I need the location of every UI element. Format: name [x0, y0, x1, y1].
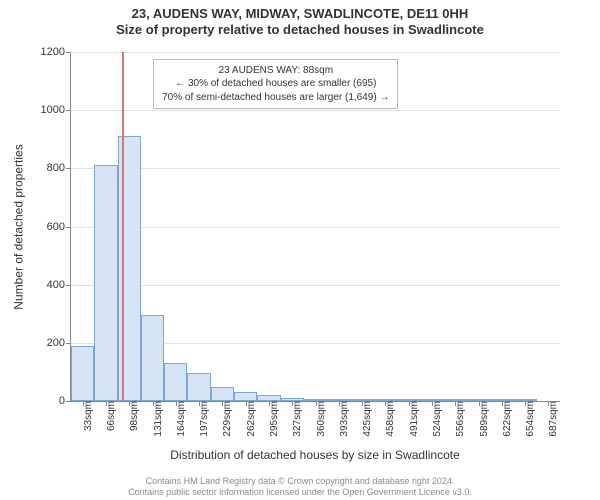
x-tick-label: 66sqm: [104, 401, 117, 431]
x-tick-label: 98sqm: [127, 401, 140, 431]
x-tick-label: 327sqm: [290, 401, 303, 437]
x-tick-label: 164sqm: [174, 401, 187, 437]
footer-line-2: Contains public sector information licen…: [0, 487, 600, 498]
histogram-bar: [350, 399, 373, 401]
x-tick-label: 360sqm: [314, 401, 327, 437]
gridline: [71, 110, 560, 111]
y-tick-label: 0: [59, 395, 71, 407]
y-tick-label: 600: [47, 221, 71, 233]
histogram-bar: [234, 392, 257, 401]
footer-attribution: Contains HM Land Registry data © Crown c…: [0, 476, 600, 499]
x-tick-label: 622sqm: [500, 401, 513, 437]
histogram-bar: [420, 399, 443, 401]
x-axis-label: Distribution of detached houses by size …: [70, 448, 560, 462]
chart-container: 23, AUDENS WAY, MIDWAY, SWADLINCOTE, DE1…: [0, 0, 600, 500]
x-tick-label: 131sqm: [151, 401, 164, 437]
gridline: [71, 52, 560, 53]
histogram-bar: [257, 395, 280, 401]
x-tick-label: 262sqm: [244, 401, 257, 437]
histogram-bar: [187, 373, 210, 401]
histogram-bar: [467, 399, 490, 401]
histogram-bar: [397, 399, 420, 401]
histogram-bar: [304, 399, 327, 401]
histogram-bar: [71, 346, 94, 401]
x-tick-label: 654sqm: [523, 401, 536, 437]
legend-box: 23 AUDENS WAY: 88sqm ← 30% of detached h…: [153, 59, 398, 110]
legend-line-subject: 23 AUDENS WAY: 88sqm: [162, 64, 389, 78]
histogram-bar: [490, 399, 513, 401]
plot-area: 02004006008001000120033sqm66sqm98sqm131s…: [70, 52, 560, 402]
x-tick-label: 524sqm: [430, 401, 443, 437]
y-tick-label: 1000: [41, 104, 71, 116]
x-tick-label: 425sqm: [360, 401, 373, 437]
y-axis-label: Number of detached properties: [10, 52, 28, 402]
histogram-bar: [141, 315, 164, 401]
x-tick-label: 556sqm: [453, 401, 466, 437]
gridline: [71, 227, 560, 228]
legend-line-smaller: ← 30% of detached houses are smaller (69…: [162, 77, 389, 91]
chart-title-address: 23, AUDENS WAY, MIDWAY, SWADLINCOTE, DE1…: [0, 0, 600, 22]
x-tick-label: 393sqm: [337, 401, 350, 437]
histogram-bar: [374, 399, 397, 401]
x-tick-label: 687sqm: [546, 401, 559, 437]
x-tick-label: 197sqm: [197, 401, 210, 437]
x-tick-label: 589sqm: [477, 401, 490, 437]
histogram-bar: [513, 399, 536, 401]
y-tick-label: 1200: [41, 46, 71, 58]
y-tick-label: 800: [47, 162, 71, 174]
histogram-bar: [94, 165, 117, 401]
histogram-bar: [281, 398, 304, 401]
gridline: [71, 168, 560, 169]
y-axis-label-text: Number of detached properties: [12, 144, 26, 309]
histogram-bar: [444, 399, 467, 401]
x-tick-label: 491sqm: [407, 401, 420, 437]
x-tick-label: 295sqm: [267, 401, 280, 437]
x-tick-label: 229sqm: [220, 401, 233, 437]
chart-title-subtitle: Size of property relative to detached ho…: [0, 22, 600, 42]
gridline: [71, 285, 560, 286]
x-tick-label: 458sqm: [383, 401, 396, 437]
y-tick-label: 400: [47, 279, 71, 291]
histogram-bar: [164, 363, 187, 401]
histogram-bar: [327, 399, 350, 401]
x-tick-label: 33sqm: [81, 401, 94, 431]
subject-marker-line: [122, 52, 124, 401]
footer-line-1: Contains HM Land Registry data © Crown c…: [0, 476, 600, 487]
histogram-bar: [211, 387, 234, 401]
legend-line-larger: 70% of semi-detached houses are larger (…: [162, 91, 389, 105]
y-tick-label: 200: [47, 337, 71, 349]
